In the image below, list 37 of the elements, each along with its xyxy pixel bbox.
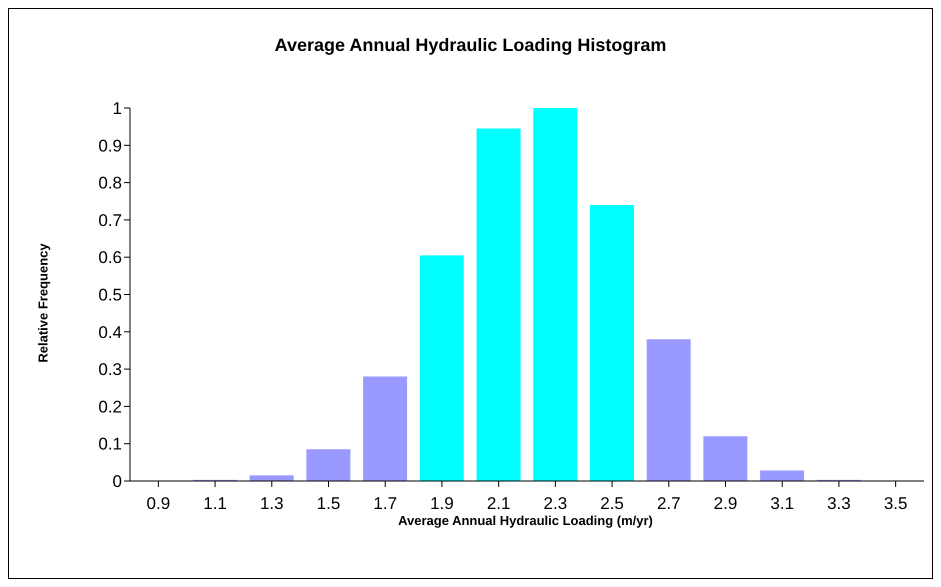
y-tick-label: 0.3: [98, 360, 122, 380]
x-tick-label: 2.7: [656, 494, 681, 514]
y-tick-label: 0: [112, 472, 122, 492]
x-tick-label: 1.7: [373, 494, 398, 514]
x-tick-label: 2.5: [600, 494, 624, 514]
bar: [646, 339, 691, 481]
y-tick-label: 0.4: [98, 322, 122, 342]
x-tick-label: 1.9: [430, 494, 454, 514]
bar: [533, 108, 578, 481]
x-tick-label: 3.3: [827, 494, 851, 514]
x-axis-title: Average Annual Hydraulic Loading (m/yr): [397, 513, 654, 528]
bar: [476, 128, 521, 481]
y-tick-label: 0.2: [98, 397, 122, 416]
x-tick-label: 3.5: [884, 494, 908, 514]
y-tick-label: 0.7: [98, 210, 122, 230]
x-tick-label: 2.3: [544, 494, 568, 514]
x-tick-label: 2.9: [714, 494, 738, 514]
x-tick-label: 0.9: [146, 494, 170, 514]
x-tick-label: 3.1: [770, 494, 794, 514]
x-tick-label: 1.1: [203, 494, 227, 514]
y-axis-title: Relative Frequency: [36, 243, 50, 363]
y-tick-label: 0.8: [98, 174, 122, 193]
bar: [306, 449, 350, 481]
x-tick-label: 2.1: [486, 494, 510, 514]
y-tick-label: 0.5: [98, 286, 122, 305]
y-tick-label: 0.6: [98, 248, 122, 268]
bar: [760, 470, 804, 481]
y-tick-label: 0.9: [98, 136, 122, 156]
y-tick-label: 0.1: [98, 434, 122, 454]
chart-title: Average Annual Hydraulic Loading Histogram: [274, 35, 668, 56]
bar: [363, 376, 408, 481]
x-tick-label: 1.3: [260, 494, 284, 514]
bar: [703, 436, 748, 481]
bar: [420, 255, 464, 481]
bar: [590, 204, 634, 481]
x-tick-label: 1.5: [316, 494, 340, 514]
y-tick-label: 1: [112, 99, 122, 118]
